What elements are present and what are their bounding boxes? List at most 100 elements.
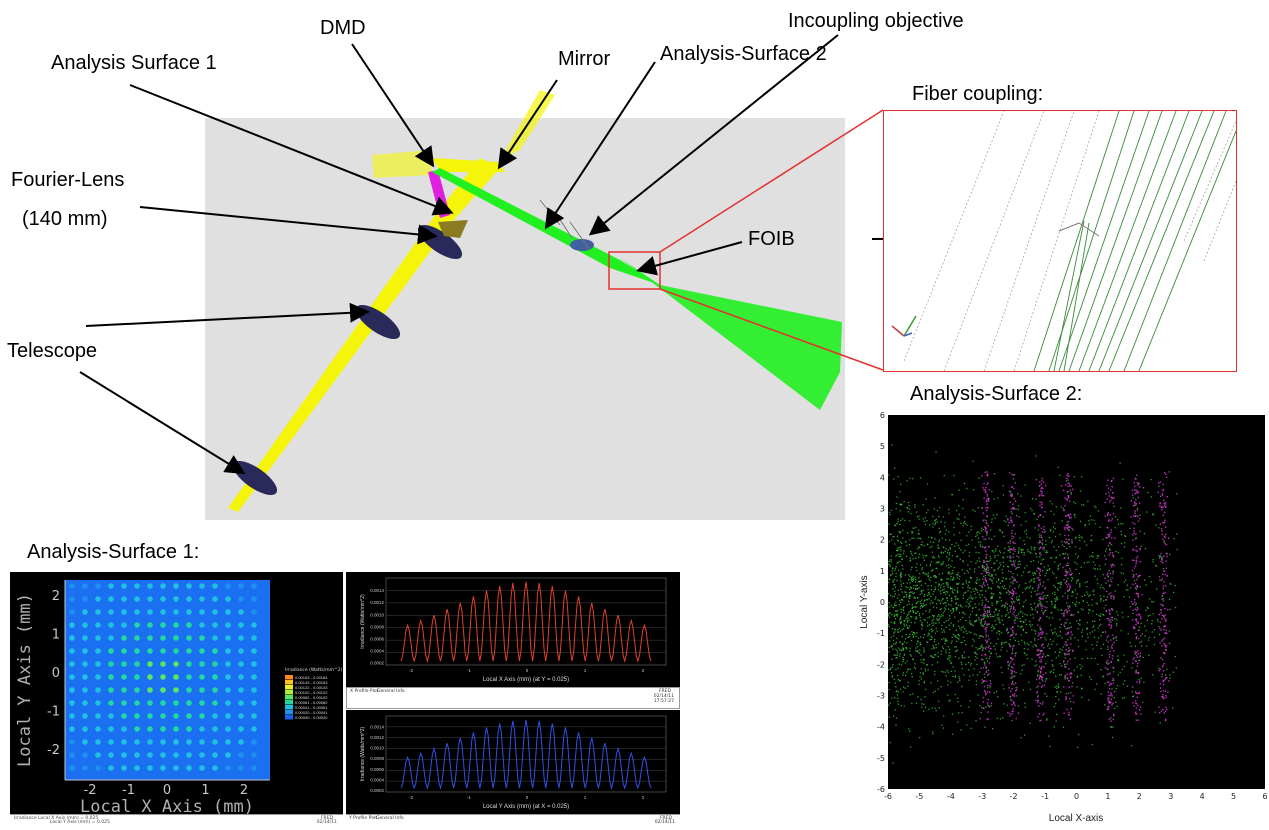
scatter-point-green [927, 625, 929, 627]
legend-title: Irradiance (Watts/mm^2) [285, 667, 343, 673]
scatter-point-magenta [1166, 708, 1168, 711]
scatter-point-green [919, 619, 922, 622]
scatter-point-green [1067, 577, 1069, 580]
scatter-point-green [904, 638, 907, 640]
scatter-point-magenta [1068, 539, 1070, 541]
scatter-point-magenta [1044, 606, 1046, 608]
scatter-point-green [998, 566, 1000, 568]
scatter-point-magenta [985, 631, 987, 633]
scatter-point-green [1033, 580, 1035, 583]
scatter-point-magenta [1138, 502, 1141, 504]
scatter-point-green [1034, 573, 1037, 575]
scatter-point-green [1081, 658, 1083, 660]
scatter-point-magenta [1161, 666, 1164, 668]
scatter-point-magenta [1039, 652, 1041, 655]
scatter-point-magenta [1063, 545, 1065, 548]
scatter-point-magenta [1161, 604, 1163, 606]
scatter-point-green [1077, 639, 1079, 641]
scatter-point-magenta [1109, 541, 1111, 544]
scatter-point-green [926, 543, 929, 545]
scatter-point-green [1096, 557, 1098, 559]
y-profile-tab-info[interactable]: General Info [376, 816, 404, 821]
scatter-point-magenta [1164, 502, 1167, 504]
scatter-point-green [1130, 645, 1132, 648]
scatter-point-green [896, 549, 898, 552]
scatter-point-green [1016, 596, 1018, 598]
scatter-point-green [1074, 546, 1077, 548]
scatter-point-green [1152, 561, 1154, 563]
scatter-point-green [1023, 734, 1026, 736]
scatter-point-magenta [1013, 562, 1015, 564]
scatter-point-green [929, 563, 932, 565]
scatter-point-magenta [1040, 631, 1042, 634]
scatter-point-green [962, 561, 965, 563]
analysis-surface-2-panel: -6 -5 -4 -3 -2 -1 0 1 2 3 4 5 6 6 5 4 3 2 1 0 -1 -2 -3 -4 -5 -6 … [855, 411, 1268, 825]
scatter-point-magenta [1162, 696, 1164, 699]
scatter-point-green [932, 629, 934, 632]
scatter-point-green [937, 615, 939, 617]
scatter-point-green [900, 615, 902, 618]
scatter-point-green [1025, 599, 1027, 601]
scatter-point-magenta [1010, 532, 1013, 534]
scatter-point-magenta [1132, 695, 1135, 697]
scatter-point-green [918, 529, 920, 531]
scatter-point-green [1140, 635, 1142, 637]
arrow-mirror [497, 79, 558, 170]
scatter-point-green [949, 655, 952, 657]
scatter-point-magenta [1060, 485, 1063, 487]
scatter-point-green [948, 557, 950, 560]
scatter-point-green [900, 649, 902, 652]
scatter-point-magenta [1067, 632, 1069, 634]
scatter-point-green [983, 567, 986, 570]
x-profile-tab-plot[interactable]: X Profile Plot [350, 689, 379, 694]
scatter-point-green [985, 646, 987, 648]
scatter-point-magenta [1013, 524, 1015, 526]
scatter-point-green [930, 595, 932, 598]
scatter-point-magenta [982, 536, 984, 538]
scatter-point-magenta [1113, 641, 1115, 644]
scatter-point-green [996, 601, 998, 603]
scatter-point-green [896, 657, 898, 659]
irradiance-spot [69, 622, 75, 628]
scatter-point-green [962, 657, 964, 659]
scatter-point-green [891, 444, 893, 446]
scatter-point-green [1059, 474, 1061, 476]
fiber-coupling-rays [891, 110, 1237, 372]
scatter-point-green [934, 632, 936, 634]
irradiance-spot [173, 648, 179, 654]
scatter-point-green [975, 614, 977, 616]
scatter-point-green [1091, 555, 1093, 557]
scatter-point-green [910, 552, 912, 555]
scatter-point-magenta [989, 616, 992, 618]
scatter-point-green [1056, 588, 1059, 590]
scatter-point-magenta [1066, 708, 1068, 711]
scatter-point-green [962, 551, 964, 554]
scatter-point-green [968, 543, 970, 545]
scatter-point-green [953, 635, 956, 637]
scatter-point-green [919, 616, 921, 619]
scatter-point-green [891, 697, 893, 699]
scatter-point-green [1127, 615, 1129, 618]
scatter-point-magenta [1067, 660, 1069, 663]
y-profile-tab-plot[interactable]: Y Profile Plot [349, 816, 378, 821]
scatter-point-magenta [1108, 662, 1110, 664]
scatter-point-green [1014, 560, 1016, 562]
scatter-point-magenta [983, 565, 985, 568]
scatter-point-green [1087, 657, 1089, 660]
scatter-point-green [1056, 713, 1058, 716]
scatter-point-green [974, 651, 976, 653]
x-profile-tab-info[interactable]: General Info [377, 689, 405, 694]
scatter-point-magenta [1160, 528, 1163, 530]
scatter-point-green [981, 530, 983, 532]
scatter-point-green [992, 625, 994, 628]
scatter-point-magenta [1013, 508, 1016, 510]
scatter-point-magenta [1139, 547, 1142, 550]
scatter-point-green [897, 631, 899, 633]
scatter-point-green [949, 547, 951, 549]
scatter-point-magenta [1105, 590, 1108, 593]
scatter-point-green [888, 601, 890, 604]
scatter-point-magenta [1136, 586, 1139, 589]
scatter-point-green [1029, 614, 1032, 616]
scatter-point-green [1018, 547, 1020, 549]
scatter-point-green [912, 636, 914, 638]
